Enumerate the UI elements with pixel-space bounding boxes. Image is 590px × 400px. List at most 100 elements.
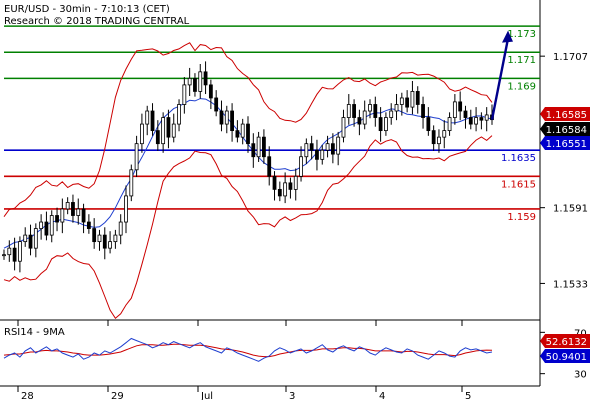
candle-body-78 [415,91,420,105]
rsi-tag-bg-1 [540,349,590,363]
candle-body-21 [113,234,118,243]
candle-body-1 [7,247,12,256]
x-tick-label-5: 5 [465,391,471,400]
candle-body-63 [336,136,341,155]
header-line2: Research © 2018 TRADING CENTRAL [4,16,190,27]
candle-body-62 [330,143,335,155]
candle-body-35 [187,77,192,86]
candle-body-48 [256,136,261,158]
candle-body-44 [235,130,240,138]
rsi-tag-bg-0 [540,334,590,348]
level-label-1: 1.171 [507,55,536,66]
candle-body-5 [28,234,33,249]
candle-body-91 [484,114,489,121]
candle-body-8 [44,221,49,236]
candle-body-22 [118,221,123,236]
candle-body-58 [309,143,314,151]
candle-body-79 [421,104,425,118]
candle-body-13 [71,202,75,216]
candle-body-72 [384,117,388,132]
candle-body-81 [431,130,436,145]
candle-body-61 [325,143,330,151]
candle-body-56 [299,156,303,177]
candle-body-42 [224,110,229,125]
candle-body-11 [60,208,65,223]
rsi-line [3,337,493,362]
candle-body-59 [315,149,319,160]
candle-body-12 [65,202,70,210]
candle-body-53 [283,182,288,197]
x-tick-label-3: 3 [289,391,295,400]
level-label-5: 1.159 [507,212,536,223]
candle-body-67 [357,117,362,125]
candle-body-46 [246,123,250,145]
rsi-ma-line [3,343,493,358]
rsi-tag-label-0: 52.6132 [546,337,587,348]
x-axis: 28 29 Jul 3 4 5 [17,320,471,400]
candle-body-7 [39,221,44,229]
candle-body-37 [198,71,203,92]
candle-body-2 [12,247,17,262]
x-tick-label-0: 28 [21,391,34,400]
candle-body-19 [102,234,107,249]
candle-body-33 [177,104,181,125]
candle-body-26 [140,123,144,145]
candle-body-68 [362,110,367,125]
candle-body-38 [203,71,208,86]
candle-body-50 [267,156,272,177]
candle-body-4 [23,234,28,243]
candle-body-64 [341,117,346,138]
candle-body-77 [410,91,415,108]
candle-body-89 [474,117,478,125]
upper-band [3,42,493,217]
x-tick-label-4: 4 [379,391,385,400]
price-tag-label-2: 1.16551 [546,139,587,150]
candle-body-14 [76,208,81,216]
candle-body-9 [49,215,54,236]
candle-body-32 [171,123,176,138]
candle-body-3 [18,241,22,262]
rsi-tick-label-1: 30 [574,370,587,381]
levels-layer: 1.173 1.171 1.169 1.1635 1.1615 1.159 [4,25,540,223]
candle-body-31 [166,117,171,138]
projection-layer [490,30,513,120]
rsi-panel: 70 30 52.6132 50.9401 [3,328,590,381]
candle-body-76 [405,97,410,108]
candle-body-84 [447,117,452,132]
candle-body-49 [262,136,266,158]
candle-body-18 [97,234,102,243]
candle-body-45 [240,123,245,138]
candle-body-70 [373,104,378,118]
price-axis: 1.1707 1.1591 1.1533 [540,52,588,290]
candle-body-6 [33,228,38,249]
candle-body-85 [452,101,457,118]
candle-body-65 [346,104,351,118]
candle-body-69 [368,104,372,112]
candle-body-24 [129,169,134,197]
candle-body-16 [86,221,91,229]
candle-body-47 [251,143,256,158]
candle-body-52 [277,188,282,197]
candle-body-17 [92,228,97,243]
lower-band [3,135,493,320]
price-tag-bg-1 [540,122,590,136]
header-line1: EUR/USD - 30min - 7:10:13 (CET) [4,4,170,15]
rsi-tick-label-0: 70 [574,328,587,339]
candle-body-20 [108,241,112,249]
candle-body-36 [193,77,197,92]
candle-body-86 [458,101,463,112]
candle-body-60 [320,149,325,160]
candles-layer [2,61,494,273]
projection-arrowhead [502,30,513,43]
price-tick-label-2: 1.1533 [553,279,588,290]
price-tag-label-1: 1.16584 [546,125,587,136]
candle-body-41 [219,110,224,125]
rsi-title: RSI14 - 9MA [4,327,65,338]
candle-body-23 [124,195,128,223]
candle-body-88 [468,117,473,125]
level-label-3: 1.1635 [501,153,536,164]
rsi-tag-label-1: 50.9401 [546,352,587,363]
price-tag-label-0: 1.16585 [546,110,587,121]
candle-body-90 [479,117,484,121]
